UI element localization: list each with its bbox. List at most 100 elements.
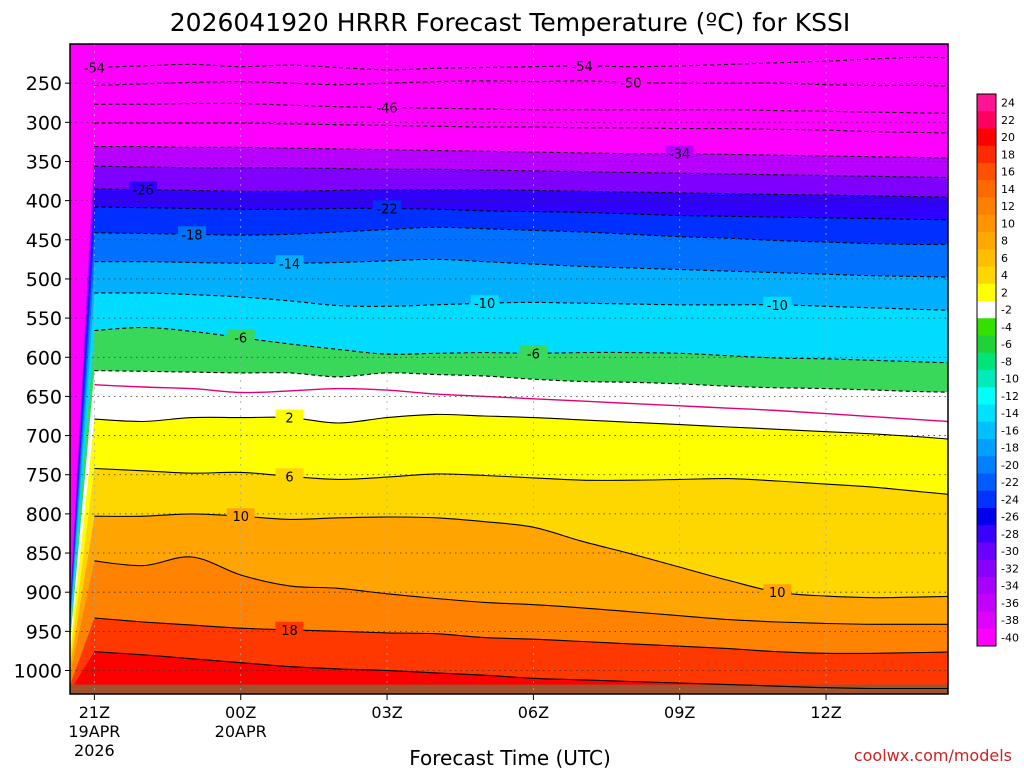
contour-2 — [94, 413, 948, 440]
colorbar-label: 24 — [1001, 97, 1015, 110]
colorbar-swatch — [977, 628, 996, 647]
colorbar-swatch — [977, 594, 996, 612]
colorbar-label: 14 — [1001, 183, 1015, 196]
contour-label-bg — [177, 226, 206, 243]
contour-label-bg — [275, 255, 304, 272]
x-tick-label: 03Z — [371, 703, 402, 722]
y-tick-label: 850 — [26, 543, 62, 565]
y-tick-label: 450 — [26, 230, 62, 252]
colorbar-swatch — [977, 542, 996, 561]
colorbar-label: -10 — [1001, 373, 1019, 386]
credit-text: coolwx.com/models — [854, 746, 1012, 765]
y-tick-label: 800 — [26, 504, 62, 526]
colorbar-label: -20 — [1001, 459, 1019, 472]
contour-6 — [94, 467, 948, 495]
colorbar-label: 20 — [1001, 131, 1015, 144]
contour-label-bg — [373, 200, 402, 217]
contour-label-bg — [665, 145, 694, 162]
contour-label-bg — [80, 59, 109, 76]
contour-label-18: 18 — [281, 624, 298, 639]
colorbar-label: -32 — [1001, 562, 1019, 575]
contour-label-10: 10 — [769, 586, 786, 601]
temp-band-18 — [70, 651, 948, 694]
colorbar-label: 10 — [1001, 217, 1015, 230]
colorbar-label: -36 — [1001, 597, 1019, 610]
ground-strip — [70, 684, 948, 694]
x-tick-label: 06Z — [518, 703, 549, 722]
contour-label-bg — [226, 508, 255, 525]
colorbar-legend: 24 22 20 18 16 14 12 10 8 6 4 2 -2 -4 -6 -8 -10 -12 -14 -16… — [976, 93, 1019, 647]
y-tick-label: 900 — [26, 582, 62, 604]
colorbar-label: 6 — [1001, 252, 1008, 265]
contour-label--10: -10 — [767, 299, 788, 314]
colorbar-swatch — [977, 266, 996, 285]
x-tick-label: 12Z — [810, 703, 841, 722]
contour-18 — [94, 617, 948, 654]
contour-label-bg — [616, 74, 645, 91]
colorbar-label: 16 — [1001, 166, 1015, 179]
contour-label-10: 10 — [232, 510, 249, 525]
x-axis-label: Forecast Time (UTC) — [409, 746, 611, 768]
contour-label-bg — [763, 296, 792, 313]
colorbar-swatch — [977, 163, 996, 181]
colorbar-swatch — [977, 232, 996, 250]
colorbar-label: -38 — [1001, 614, 1019, 627]
x-tick-label: 09Z — [664, 703, 695, 722]
y-tick-label: 600 — [26, 347, 62, 369]
colorbar-swatch — [977, 301, 996, 319]
colorbar-swatch — [977, 111, 996, 129]
contour--46 — [94, 102, 948, 114]
colorbar-label: 8 — [1001, 235, 1008, 248]
contour-label--54: -54 — [572, 60, 593, 75]
colorbar-label: -34 — [1001, 580, 1019, 593]
colorbar-swatch — [977, 370, 996, 388]
y-tick-label: 250 — [26, 73, 62, 95]
colorbar-swatch — [977, 318, 996, 336]
colorbar-swatch — [977, 456, 996, 474]
colorbar-label: 18 — [1001, 148, 1015, 161]
y-tick-label: 750 — [26, 465, 62, 487]
contour-label--14: -14 — [279, 257, 300, 272]
colorbar-swatch — [977, 180, 996, 198]
colorbar-swatch — [977, 197, 996, 216]
y-tick-label: 700 — [26, 426, 62, 448]
colorbar-swatch — [977, 611, 996, 630]
colorbar-label: -22 — [1001, 476, 1019, 489]
colorbar-label: -26 — [1001, 511, 1019, 524]
contour-label-2: 2 — [285, 412, 293, 427]
contour-label--50: -50 — [620, 76, 641, 91]
colorbar-label: -8 — [1001, 355, 1012, 368]
x-tick-label: 21Z — [79, 703, 110, 722]
y-tick-label: 400 — [26, 191, 62, 213]
colorbar-label: 22 — [1001, 114, 1015, 127]
y-tick-label: 300 — [26, 112, 62, 134]
colorbar-swatch — [977, 249, 996, 267]
colorbar-swatch — [977, 577, 996, 595]
colorbar-label: -2 — [1001, 304, 1012, 317]
colorbar-swatch — [977, 283, 996, 302]
colorbar-swatch — [977, 387, 996, 405]
plot-frame — [69, 43, 949, 695]
contour--50 — [94, 80, 948, 87]
x-tick-label: 19APR — [68, 722, 120, 741]
contour-label--18: -18 — [181, 228, 202, 243]
colorbar-label: 4 — [1001, 269, 1008, 282]
colorbar-label: -28 — [1001, 528, 1019, 541]
contour-label-bg — [470, 295, 499, 312]
y-tick-label: 650 — [26, 386, 62, 408]
colorbar-frame — [976, 93, 997, 647]
contour-label--22: -22 — [376, 202, 397, 217]
contour-label--54: -54 — [84, 61, 105, 76]
freezing-line — [94, 384, 948, 423]
colorbar-swatch — [977, 94, 996, 112]
contour-label--34: -34 — [669, 148, 690, 163]
colorbar-label: -16 — [1001, 424, 1019, 437]
contour--22 — [94, 206, 948, 221]
colorbar-swatch — [977, 421, 996, 440]
colorbar-label: -30 — [1001, 545, 1019, 558]
colorbar-swatch — [977, 335, 996, 354]
colorbar-label: -4 — [1001, 321, 1012, 334]
colorbar-swatch — [977, 214, 996, 233]
